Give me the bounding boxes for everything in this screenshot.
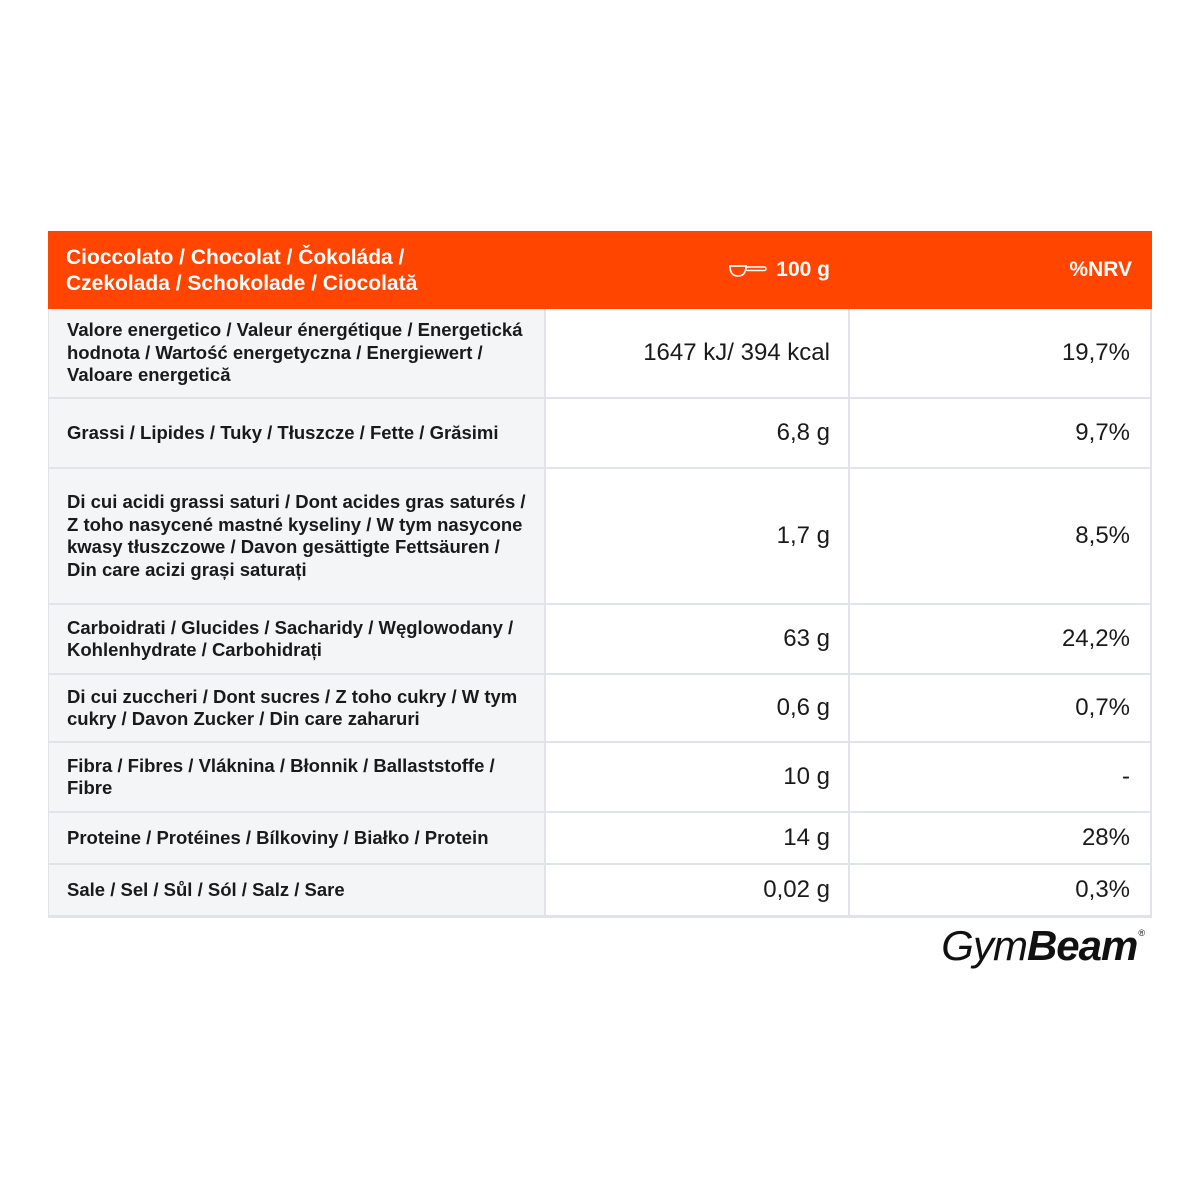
nutrient-nrv: 28% xyxy=(848,813,1152,863)
nutrient-nrv: 24,2% xyxy=(848,605,1152,673)
nutrient-label: Carboidrati / Glucides / Sacharidy / Węg… xyxy=(48,605,544,673)
table-row: Grassi / Lipides / Tuky / Tłuszcze / Fet… xyxy=(48,397,1152,467)
table-row: Proteine / Protéines / Bílkoviny / Białk… xyxy=(48,811,1152,863)
table-row: Fibra / Fibres / Vláknina / Błonnik / Ba… xyxy=(48,741,1152,811)
table-header: Cioccolato / Chocolat / Čokoláda / Czeko… xyxy=(48,231,1152,309)
table-row: Sale / Sel / Sůl / Sól / Salz / Sare 0,02… xyxy=(48,863,1152,915)
logo-beam: Beam xyxy=(1026,922,1138,969)
table-body: Valore energetico / Valeur énergétique /… xyxy=(48,309,1152,915)
nutrient-amount: 0,02 g xyxy=(544,865,848,915)
scoop-icon xyxy=(729,265,767,277)
nutrient-amount: 0,6 g xyxy=(544,675,848,741)
nutrient-nrv: 19,7% xyxy=(848,309,1152,397)
nutrient-nrv: - xyxy=(848,743,1152,811)
nutrient-nrv: 8,5% xyxy=(848,469,1152,603)
nutrient-amount: 14 g xyxy=(544,813,848,863)
nutrient-amount: 63 g xyxy=(544,605,848,673)
nutrient-label: Grassi / Lipides / Tuky / Tłuszcze / Fet… xyxy=(48,399,544,467)
product-name-line-2: Czekolada / Schokolade / Ciocolată xyxy=(66,272,418,295)
table-row: Carboidrati / Glucides / Sacharidy / Węg… xyxy=(48,603,1152,673)
nutrient-amount: 1647 kJ/ 394 kcal xyxy=(544,309,848,397)
nutrient-label: Valore energetico / Valeur énergétique /… xyxy=(48,309,544,397)
product-name-header: Cioccolato / Chocolat / Čokoláda / Czeko… xyxy=(48,231,544,309)
gymbeam-logo: GymBeam® xyxy=(941,922,1145,970)
product-name-line-1: Cioccolato / Chocolat / Čokoláda / xyxy=(66,246,405,269)
nutrient-nrv: 0,3% xyxy=(848,865,1152,915)
table-row: Di cui zuccheri / Dont sucres / Z toho c… xyxy=(48,673,1152,741)
nutrient-label: Sale / Sel / Sůl / Sól / Salz / Sare xyxy=(48,865,544,915)
nutrient-label: Fibra / Fibres / Vláknina / Błonnik / Ba… xyxy=(48,743,544,811)
serving-header: 100 g xyxy=(544,231,848,309)
nutrition-table: Cioccolato / Chocolat / Čokoláda / Czeko… xyxy=(48,231,1152,918)
nrv-header: %NRV xyxy=(1069,258,1132,281)
table-row: Di cui acidi grassi saturi / Dont acides… xyxy=(48,467,1152,603)
registered-mark: ® xyxy=(1138,928,1145,938)
nutrient-amount: 1,7 g xyxy=(544,469,848,603)
serving-size: 100 g xyxy=(776,258,830,281)
nutrient-label: Proteine / Protéines / Bílkoviny / Białk… xyxy=(48,813,544,863)
nutrient-amount: 6,8 g xyxy=(544,399,848,467)
nutrient-amount: 10 g xyxy=(544,743,848,811)
nutrient-label: Di cui zuccheri / Dont sucres / Z toho c… xyxy=(48,675,544,741)
table-row: Valore energetico / Valeur énergétique /… xyxy=(48,309,1152,397)
logo-gym: Gym xyxy=(941,922,1028,969)
nutrient-nrv: 9,7% xyxy=(848,399,1152,467)
nutrient-nrv: 0,7% xyxy=(848,675,1152,741)
nutrient-label: Di cui acidi grassi saturi / Dont acides… xyxy=(48,469,544,603)
